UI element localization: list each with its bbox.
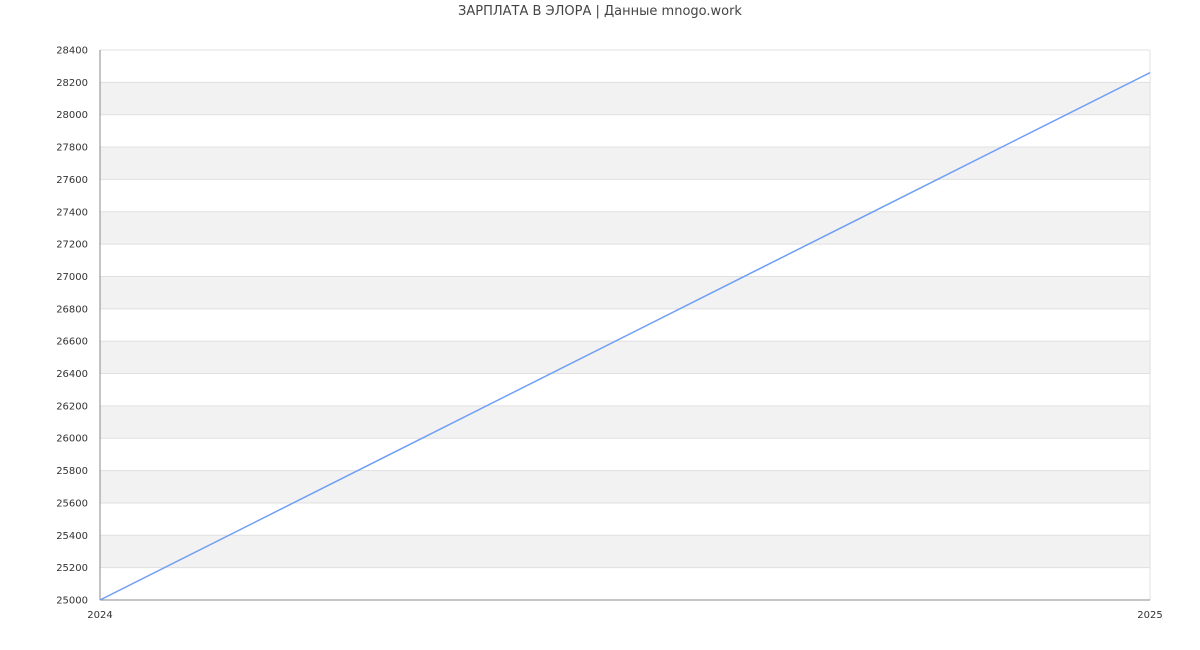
y-tick-label: 25200 xyxy=(56,563,88,574)
y-tick-label: 26200 xyxy=(56,401,88,412)
grid-band xyxy=(100,276,1150,309)
x-tick-label: 2025 xyxy=(1137,610,1162,621)
y-tick-label: 27000 xyxy=(56,272,88,283)
grid-band xyxy=(100,535,1150,568)
y-tick-label: 25600 xyxy=(56,498,88,509)
chart-title: ЗАРПЛАТА В ЭЛОРА | Данные mnogo.work xyxy=(458,4,742,19)
grid-band xyxy=(100,147,1150,180)
y-tick-label: 28000 xyxy=(56,110,88,121)
y-tick-label: 28200 xyxy=(56,78,88,89)
y-tick-label: 26000 xyxy=(56,434,88,445)
y-tick-label: 26400 xyxy=(56,369,88,380)
y-tick-label: 25000 xyxy=(56,596,88,607)
y-tick-label: 25800 xyxy=(56,466,88,477)
series-line xyxy=(99,71,1151,601)
y-tick-label: 27400 xyxy=(56,207,88,218)
y-tick-label: 25400 xyxy=(56,531,88,542)
y-tick-label: 27800 xyxy=(56,143,88,154)
y-tick-label: 27200 xyxy=(56,240,88,251)
grid-band xyxy=(100,470,1150,503)
grid-band xyxy=(100,341,1150,374)
grid-band xyxy=(100,82,1150,115)
y-tick-label: 27600 xyxy=(56,175,88,186)
grid-band xyxy=(100,405,1150,439)
x-tick-label: 2024 xyxy=(87,610,112,621)
y-tick-label: 28400 xyxy=(56,46,88,57)
grid-band xyxy=(100,211,1150,245)
y-tick-label: 26600 xyxy=(56,337,88,348)
y-tick-label: 26800 xyxy=(56,304,88,315)
